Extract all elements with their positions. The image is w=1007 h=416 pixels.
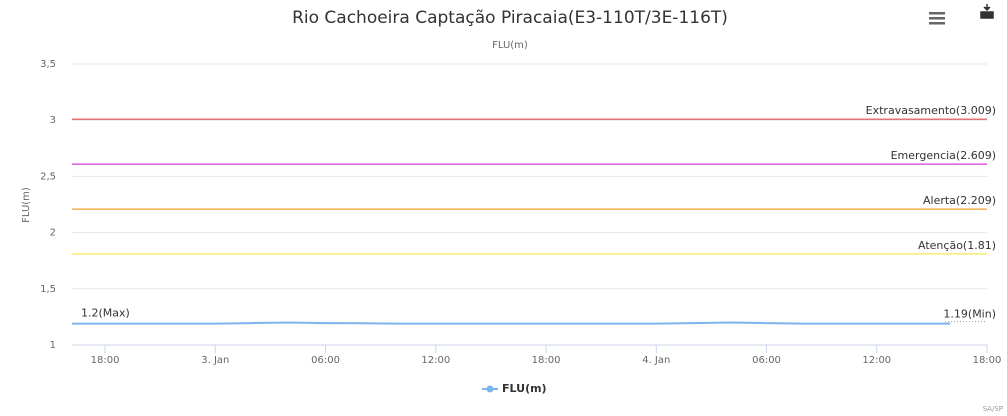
y-tick-label: 2 — [50, 228, 56, 239]
chart-subtitle: FLU(m) — [492, 40, 528, 51]
annotation: 1.2(Max) — [81, 307, 130, 320]
menu-bar — [929, 17, 945, 20]
x-tick-label: 18:00 — [973, 355, 1002, 366]
chart-title: Rio Cachoeira Captação Piracaia(E3-110T/… — [292, 8, 728, 28]
plot-line-label: Extravasamento(3.009) — [866, 104, 996, 117]
x-tick-label: 4. Jan — [642, 355, 670, 366]
y-tick-label: 1,5 — [40, 284, 56, 295]
plot-line-label: Atenção(1.81) — [918, 239, 996, 252]
y-tick-label: 3 — [50, 115, 56, 126]
menu-bar — [929, 22, 945, 25]
x-tick-label: 3. Jan — [201, 355, 229, 366]
plot-line-label: Alerta(2.209) — [923, 194, 996, 207]
x-tick-label: 12:00 — [421, 355, 450, 366]
export-icon — [980, 4, 994, 19]
annotation: 1.19(Min) — [943, 308, 996, 321]
plot-line-label: Emergencia(2.609) — [891, 149, 996, 162]
export-button[interactable] — [980, 4, 994, 19]
x-tick-label: 12:00 — [862, 355, 891, 366]
legend-label: FLU(m) — [502, 382, 547, 395]
x-tick-label: 06:00 — [311, 355, 340, 366]
legend-marker — [486, 385, 494, 393]
x-tick-label: 06:00 — [752, 355, 781, 366]
x-tick-label: 18:00 — [91, 355, 120, 366]
y-axis-title: FLU(m) — [21, 187, 32, 223]
x-tick-label: 18:00 — [532, 355, 561, 366]
y-tick-label: 2,5 — [40, 171, 56, 182]
menu-bar — [929, 12, 945, 15]
y-tick-label: 1 — [50, 340, 56, 351]
series-line — [72, 321, 951, 325]
menu-button[interactable] — [929, 12, 945, 25]
credits: SA/SP — [983, 405, 1003, 413]
y-tick-label: 3,5 — [40, 59, 56, 70]
